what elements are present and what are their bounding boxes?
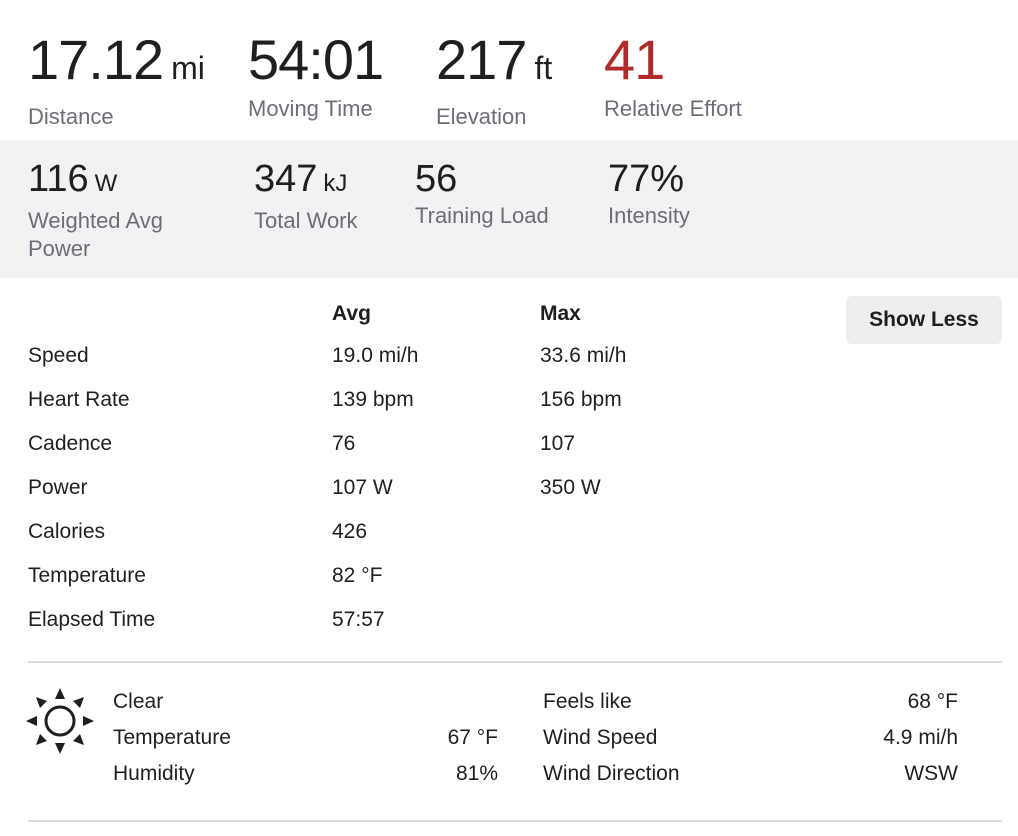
stat-moving-time-label: Moving Time xyxy=(248,96,373,121)
row-avg: 82 °F xyxy=(332,564,383,587)
row-avg: 57:57 xyxy=(332,608,385,631)
stat-distance: 17.12 mi Distance xyxy=(28,30,205,130)
row-max: 156 bpm xyxy=(540,388,622,411)
stat-moving-time: 54:01 Moving Time xyxy=(248,28,384,122)
weather-feels-like-label: Feels like xyxy=(543,690,632,713)
stat-total-work-value: 347 kJ xyxy=(254,158,348,200)
row-label: Cadence xyxy=(28,432,113,455)
row-label: Heart Rate xyxy=(28,388,130,411)
weather-wind-direction-value: WSW xyxy=(904,762,958,785)
row-avg: 107 W xyxy=(332,476,393,499)
table-row: Calories 426 xyxy=(0,520,1018,560)
row-avg: 19.0 mi/h xyxy=(332,344,419,367)
row-max: 107 xyxy=(540,432,576,455)
stat-intensity[interactable]: 77% Intensity xyxy=(608,158,690,230)
stat-weighted-avg-power-unit: W xyxy=(94,170,118,197)
table-row: Heart Rate 139 bpm 156 bpm xyxy=(0,388,1018,428)
stat-weighted-avg-power-value: 116 W xyxy=(28,158,118,200)
table-row: Temperature 82 °F xyxy=(0,564,1018,604)
max-column-header: Max xyxy=(540,302,581,325)
weather-temperature-label: Temperature xyxy=(113,726,231,749)
sun-icon xyxy=(26,688,94,754)
row-label: Power xyxy=(28,476,88,499)
row-avg: 426 xyxy=(332,520,368,543)
weather-condition: Clear xyxy=(113,690,164,713)
stat-elevation-value: 217 ft xyxy=(436,28,553,91)
divider xyxy=(28,820,1002,822)
weather-humidity-label: Humidity xyxy=(113,762,195,785)
stat-total-work: 347 kJ Total Work xyxy=(254,158,358,235)
stat-relative-effort[interactable]: 41 Relative Effort xyxy=(604,30,742,122)
stat-total-work-unit: kJ xyxy=(323,170,348,197)
stat-elevation-unit: ft xyxy=(534,50,553,86)
stat-total-work-label: Total Work xyxy=(254,208,358,233)
stat-training-load-value: 56 xyxy=(415,158,458,200)
row-max: 350 W xyxy=(540,476,601,499)
row-label: Temperature xyxy=(28,564,146,587)
weather-wind-speed-label: Wind Speed xyxy=(543,726,658,749)
weather-temperature-value: 67 °F xyxy=(447,726,498,749)
stat-elevation-label: Elevation xyxy=(436,104,527,129)
stat-distance-unit: mi xyxy=(171,50,205,86)
weather-humidity-value: 81% xyxy=(455,762,498,785)
stat-weighted-avg-power: 116 W Weighted Avg Power xyxy=(28,158,163,263)
stat-relative-effort-label: Relative Effort xyxy=(604,96,742,121)
stat-weighted-avg-power-label: Weighted Avg Power xyxy=(28,208,163,261)
primary-stats: 17.12 mi Distance 54:01 Moving Time 217 ft… xyxy=(0,0,1018,140)
weather-feels-like-value: 68 °F xyxy=(907,690,958,713)
table-row: Elapsed Time 57:57 xyxy=(0,608,1018,648)
row-label: Elapsed Time xyxy=(28,608,156,631)
row-label: Speed xyxy=(28,344,89,367)
table-row: Speed 19.0 mi/h 33.6 mi/h xyxy=(0,344,1018,384)
row-avg: 139 bpm xyxy=(332,388,414,411)
table-row: Cadence 76 107 xyxy=(0,432,1018,472)
stat-moving-time-value: 54:01 xyxy=(248,28,384,91)
stat-distance-value: 17.12 mi xyxy=(28,28,205,91)
weather-panel: Clear Temperature 67 °F Humidity 81% Fee… xyxy=(0,686,1018,816)
weather-wind-direction-label: Wind Direction xyxy=(543,762,680,785)
stat-relative-effort-value: 41 xyxy=(604,28,665,91)
show-less-button[interactable]: Show Less xyxy=(846,296,1002,344)
secondary-stats: 116 W Weighted Avg Power 347 kJ Total Work … xyxy=(0,140,1018,278)
row-max: 33.6 mi/h xyxy=(540,344,627,367)
stat-intensity-value: 77% xyxy=(608,158,685,200)
stat-distance-label: Distance xyxy=(28,104,114,129)
divider xyxy=(28,661,1002,663)
stat-training-load[interactable]: 56 Training Load xyxy=(415,158,549,230)
row-label: Calories xyxy=(28,520,106,543)
row-avg: 76 xyxy=(332,432,356,455)
weather-wind-speed-value: 4.9 mi/h xyxy=(883,726,958,749)
avg-column-header: Avg xyxy=(332,302,371,325)
stat-elevation: 217 ft Elevation xyxy=(436,30,552,130)
stat-training-load-label: Training Load xyxy=(415,203,549,228)
table-row: Power 107 W 350 W xyxy=(0,476,1018,516)
stat-intensity-label: Intensity xyxy=(608,203,690,228)
